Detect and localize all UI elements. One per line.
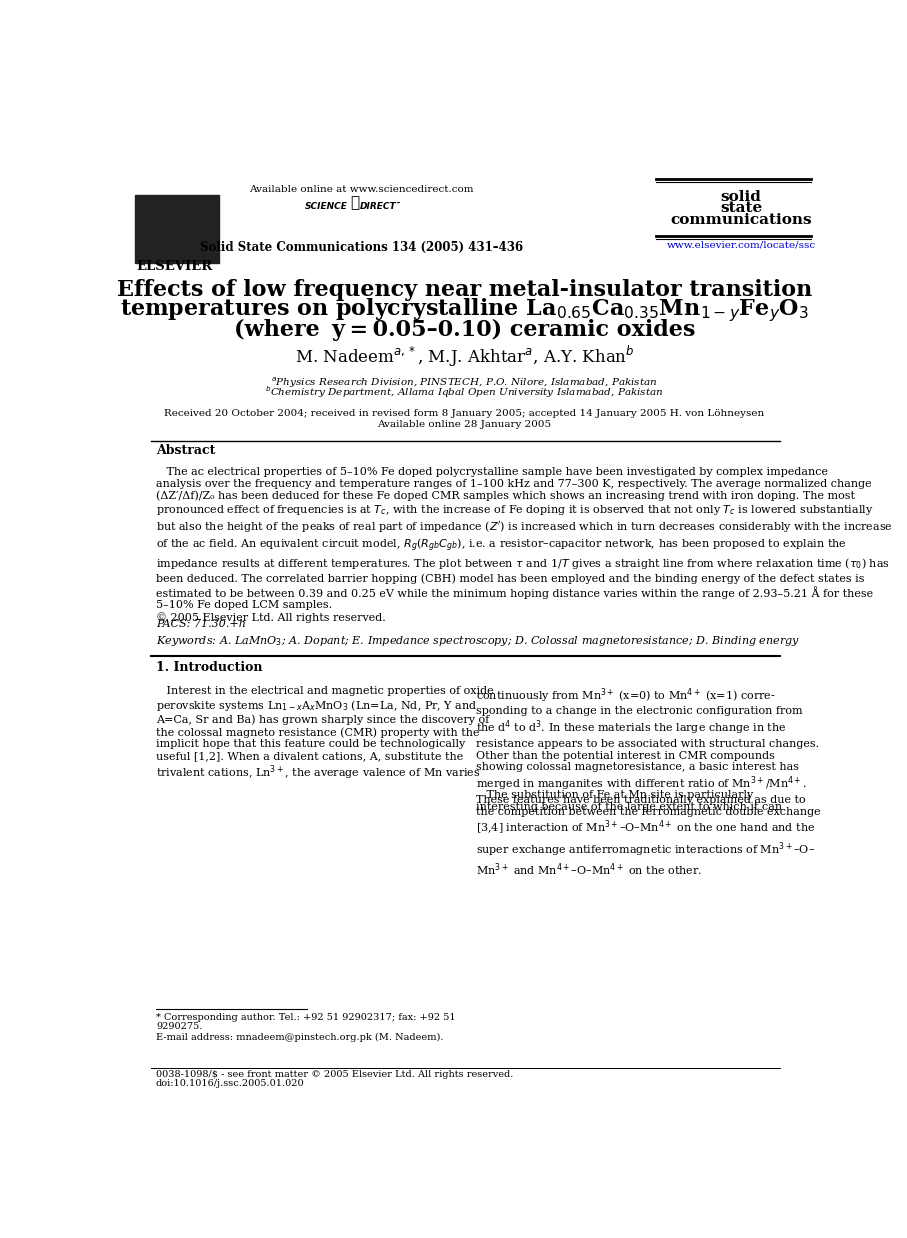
Text: state: state: [720, 202, 762, 215]
Text: ELSEVIER: ELSEVIER: [137, 260, 213, 274]
Text: www.elsevier.com/locate/ssc: www.elsevier.com/locate/ssc: [667, 240, 815, 249]
Text: $^{a}$Physics Research Division, PINSTECH, P.O. Nilore, Islamabad, Pakistan: $^{a}$Physics Research Division, PINSTEC…: [271, 375, 658, 390]
Text: Abstract: Abstract: [156, 444, 215, 457]
Text: solid: solid: [721, 189, 762, 204]
Text: PACS: 71.30.+h: PACS: 71.30.+h: [156, 619, 246, 629]
Text: M. Nadeem$^{a,*}$, M.J. Akhtar$^{a}$, A.Y. Khan$^{b}$: M. Nadeem$^{a,*}$, M.J. Akhtar$^{a}$, A.…: [295, 344, 634, 369]
Text: Received 20 October 2004; received in revised form 8 January 2005; accepted 14 J: Received 20 October 2004; received in re…: [164, 409, 765, 417]
Text: 0038-1098/$ - see front matter © 2005 Elsevier Ltd. All rights reserved.: 0038-1098/$ - see front matter © 2005 El…: [156, 1070, 513, 1080]
Text: Interest in the electrical and magnetic properties of oxide
perovskite systems L: Interest in the electrical and magnetic …: [156, 686, 493, 782]
Text: communications: communications: [670, 213, 812, 227]
Text: 9290275.: 9290275.: [156, 1023, 202, 1031]
Text: Solid State Communications 134 (2005) 431–436: Solid State Communications 134 (2005) 43…: [200, 241, 523, 254]
Text: SCIENCE: SCIENCE: [305, 202, 348, 212]
Text: The substitution of Fe at Mn site is particularly
interesting because of the lar: The substitution of Fe at Mn site is par…: [476, 790, 782, 812]
Text: DIRECT˜: DIRECT˜: [360, 202, 401, 212]
Text: Effects of low frequency near metal-insulator transition: Effects of low frequency near metal-insu…: [117, 280, 812, 301]
Bar: [135, 194, 219, 262]
Text: The ac electrical properties of 5–10% Fe doped polycrystalline sample have been : The ac electrical properties of 5–10% Fe…: [156, 467, 892, 623]
Text: Available online 28 January 2005: Available online 28 January 2005: [377, 420, 551, 428]
Text: Available online at www.sciencedirect.com: Available online at www.sciencedirect.co…: [249, 186, 473, 194]
Text: ⓐ: ⓐ: [351, 196, 360, 210]
Text: $^{b}$Chemistry Department, Allama Iqbal Open University Islamabad, Pakistan: $^{b}$Chemistry Department, Allama Iqbal…: [265, 385, 664, 401]
Text: E-mail address: mnadeem@pinstech.org.pk (M. Nadeem).: E-mail address: mnadeem@pinstech.org.pk …: [156, 1032, 444, 1042]
Text: doi:10.1016/j.ssc.2005.01.020: doi:10.1016/j.ssc.2005.01.020: [156, 1080, 305, 1088]
Text: * Corresponding author. Tel.: +92 51 92902317; fax: +92 51: * Corresponding author. Tel.: +92 51 929…: [156, 1013, 455, 1023]
Text: (where  y = 0.05–0.10) ceramic oxides: (where y = 0.05–0.10) ceramic oxides: [234, 319, 695, 342]
Text: Keywords: A. LaMnO$_3$; A. Dopant; E. Impedance spectroscopy; D. Colossal magnet: Keywords: A. LaMnO$_3$; A. Dopant; E. Im…: [156, 634, 800, 647]
Text: temperatures on polycrystalline La$_{0.65}$Ca$_{0.35}$Mn$_{1-y}$Fe$_{y}$O$_{3}$: temperatures on polycrystalline La$_{0.6…: [120, 296, 809, 324]
Text: continuously from Mn$^{3+}$ (x=0) to Mn$^{4+}$ (x=1) corre-
sponding to a change: continuously from Mn$^{3+}$ (x=0) to Mn$…: [476, 686, 821, 878]
Text: 1. Introduction: 1. Introduction: [156, 661, 262, 673]
